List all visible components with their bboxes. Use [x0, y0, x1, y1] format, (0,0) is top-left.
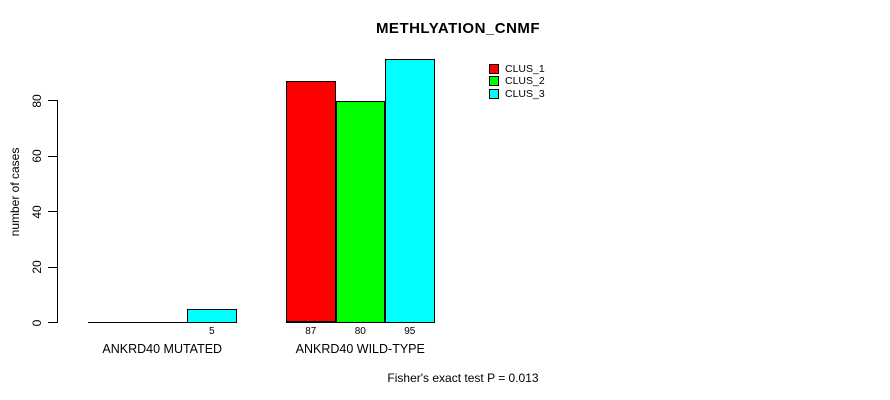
y-axis-tick [48, 100, 58, 101]
y-axis-tick-label: 20 [30, 260, 44, 274]
y-axis-tick-label: 0 [30, 319, 44, 326]
y-axis-tick [48, 155, 58, 157]
bar-value-label: 95 [404, 326, 416, 337]
y-axis-tick [48, 266, 58, 268]
legend-swatch-clus1 [489, 64, 499, 74]
legend-item-clus3: CLUS_3 [489, 89, 545, 99]
bar-value-label: 80 [354, 326, 366, 337]
bar-value-label: 87 [305, 326, 317, 337]
bar-value-label: 5 [208, 326, 215, 337]
x-axis-group-label-mutated: ANKRD40 MUTATED [102, 342, 223, 356]
y-axis-tick [48, 322, 58, 323]
bar-wildtype-clus2 [335, 100, 385, 323]
fisher-test-annotation: Fisher's exact test P = 0.013 [387, 371, 539, 385]
legend-label-clus1: CLUS_1 [505, 63, 545, 75]
y-axis-tick-label: 80 [30, 93, 44, 108]
y-axis-tick-label: 60 [30, 149, 44, 163]
legend: CLUS_1 CLUS_2 CLUS_3 [489, 64, 545, 101]
legend-label-clus2: CLUS_2 [505, 75, 545, 88]
bar-mutated-clus3 [187, 308, 237, 323]
legend-item-clus1: CLUS_1 [489, 64, 545, 74]
bar-wildtype-clus1 [286, 81, 336, 323]
baseline-mutated-group [88, 322, 237, 323]
legend-item-clus2: CLUS_2 [489, 75, 545, 88]
y-axis-label: number of cases [8, 147, 22, 237]
legend-swatch-clus2 [489, 76, 499, 87]
y-axis-tick-label: 40 [30, 204, 44, 219]
baseline-wildtype-group [286, 322, 435, 323]
legend-swatch-clus3 [489, 88, 499, 99]
bar-wildtype-clus3 [385, 58, 435, 323]
y-axis-tick [48, 211, 58, 212]
x-axis-group-label-wildtype: ANKRD40 WILD-TYPE [295, 342, 425, 356]
chart-title: METHLYATION_CNMF [375, 20, 541, 37]
legend-label-clus3: CLUS_3 [505, 87, 545, 100]
